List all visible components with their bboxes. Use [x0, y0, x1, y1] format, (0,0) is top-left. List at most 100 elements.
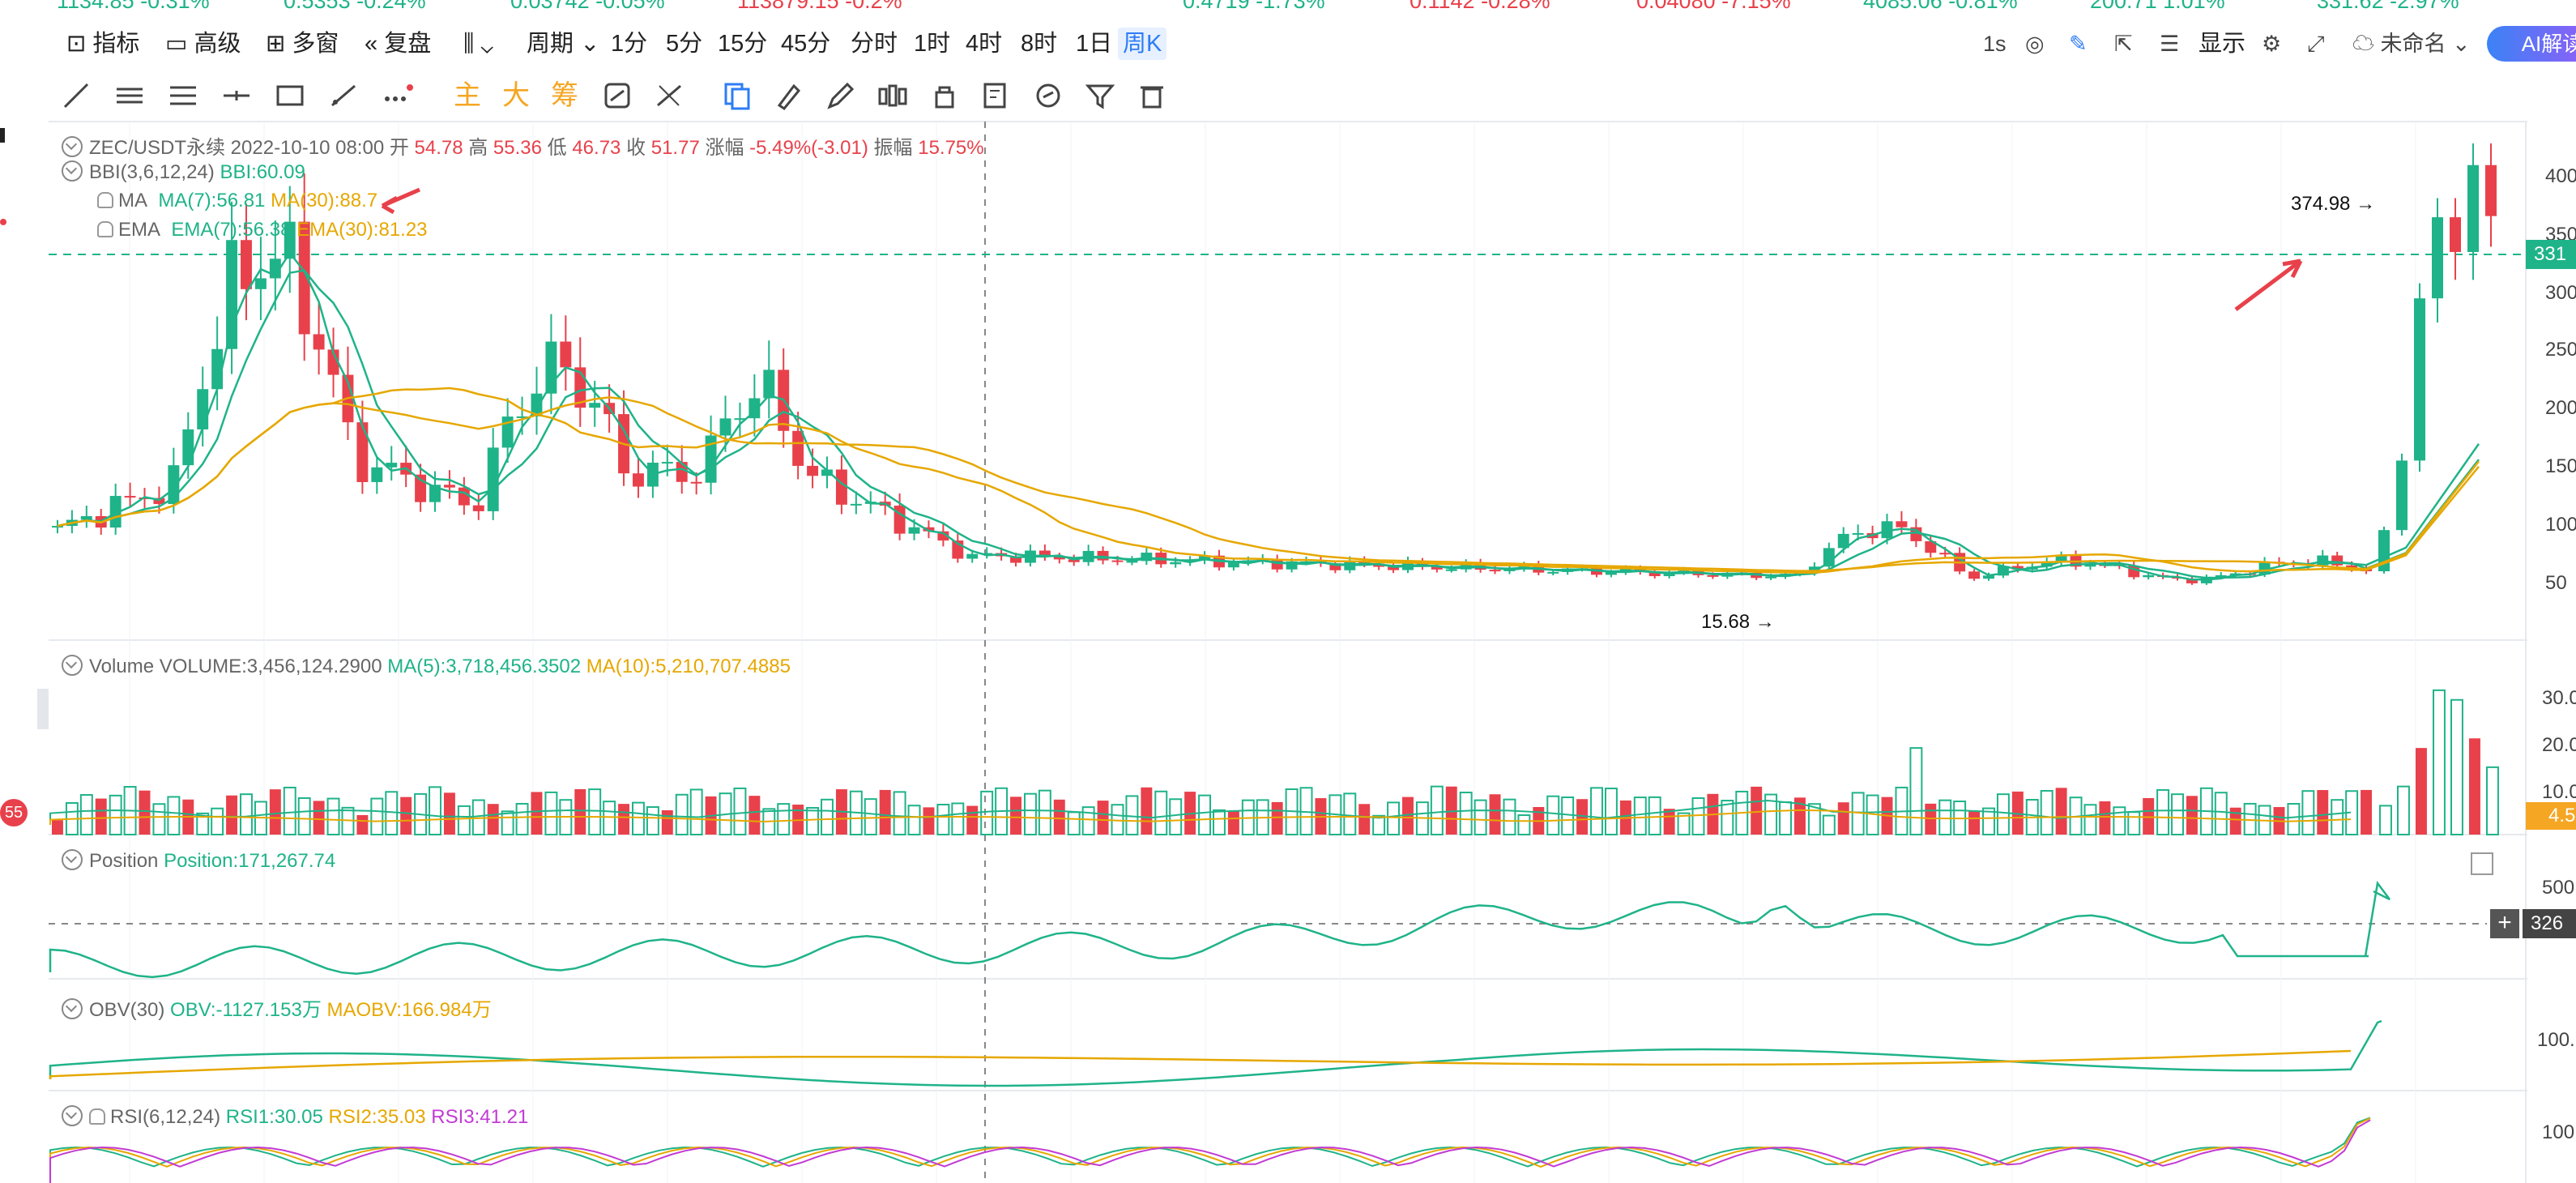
collapse-icon[interactable]: [62, 160, 83, 182]
volume-bar: [1677, 812, 1691, 836]
interval-9[interactable]: 周K: [1118, 28, 1167, 60]
interval-6[interactable]: 4时: [966, 31, 1003, 57]
candle-body: [1170, 562, 1182, 565]
ticker-item[interactable]: 331.62 -2.97%: [2317, 0, 2459, 13]
volume-bar: [196, 812, 210, 835]
copy-icon[interactable]: [721, 79, 753, 112]
ma-legend: MA MA(7):56.81 MA(30):88.7: [97, 190, 377, 212]
interval-8[interactable]: 1日: [1076, 31, 1113, 57]
brush-icon[interactable]: [773, 79, 805, 112]
hide-drawings-icon[interactable]: [653, 79, 685, 112]
interval-2[interactable]: 15分: [718, 31, 768, 57]
measure-icon[interactable]: [327, 79, 360, 112]
ai-analysis-button[interactable]: AI解读: [2487, 26, 2576, 62]
filter-icon[interactable]: [1084, 79, 1116, 112]
interval-4[interactable]: 分时: [851, 31, 898, 57]
volume-bar: [1633, 796, 1647, 836]
replay-button[interactable]: « 复盘: [365, 31, 432, 57]
bell-icon[interactable]: [97, 221, 113, 237]
window-icon: ▭: [165, 31, 194, 57]
cloud-save-button[interactable]: ☁ 未命名 ⌄: [2352, 32, 2471, 56]
settings-list-icon[interactable]: ☰: [2160, 32, 2180, 56]
lock-icon[interactable]: [928, 79, 961, 112]
candle-body: [2011, 566, 2024, 570]
ticker-item[interactable]: 1134.85 -0.31%: [57, 0, 210, 13]
interval-3[interactable]: 45分: [781, 31, 831, 57]
volume-bar: [2433, 689, 2446, 835]
ema-legend: EMA EMA(7):56.38 EMA(30):81.23: [97, 219, 428, 241]
multi-window-button[interactable]: ⊞ 多窗: [266, 31, 339, 57]
volume-bar: [2229, 807, 2241, 835]
collapse-icon[interactable]: [62, 655, 83, 676]
camera-icon[interactable]: ◎: [2025, 32, 2045, 56]
volume-bar: [1372, 814, 1386, 836]
horizontal-line-icon[interactable]: [220, 79, 253, 112]
edit-note-icon[interactable]: [980, 79, 1013, 112]
bell-icon[interactable]: [97, 192, 113, 208]
magnet-icon[interactable]: [601, 79, 633, 112]
position-tag: 326: [2523, 909, 2576, 938]
collapse-icon[interactable]: [62, 136, 83, 157]
collapse-handle[interactable]: [37, 689, 49, 729]
fib-lines-icon[interactable]: [167, 79, 199, 112]
pen-icon[interactable]: ✎: [2069, 32, 2088, 56]
advanced-button[interactable]: ▭ 高级: [165, 31, 241, 57]
rectangle-icon[interactable]: [274, 79, 306, 112]
candlestick-icon: ⫼ ⌄: [463, 31, 494, 57]
volume-bar: [1010, 796, 1021, 835]
interval-5[interactable]: 1时: [914, 31, 951, 57]
chips-toggle[interactable]: 筹: [551, 80, 578, 111]
parallel-lines-icon[interactable]: [113, 79, 146, 112]
ticker-item[interactable]: 0.03742 -0.05%: [510, 0, 665, 13]
ticker-item[interactable]: 0.5353 -0.24%: [284, 0, 426, 13]
interval-0[interactable]: 1分: [611, 31, 648, 57]
candle-body: [1445, 569, 1457, 571]
add-crosshair-button[interactable]: +: [2490, 909, 2519, 938]
candle-body: [52, 526, 63, 528]
candle-body: [937, 531, 949, 541]
ticker-item[interactable]: 200.71 1.01%: [2090, 0, 2225, 13]
volume-bar: [1154, 790, 1168, 836]
expand-icon[interactable]: [2471, 852, 2493, 875]
indicators-button[interactable]: ⊡ 指标: [66, 31, 140, 57]
ticker-item[interactable]: 0.04080 -7.15%: [1636, 0, 1791, 13]
candle-body: [371, 467, 383, 482]
gear-icon[interactable]: ⚙: [2262, 32, 2282, 56]
ticker-item[interactable]: 0.4719 -1.73%: [1183, 0, 1325, 13]
ticker-item[interactable]: 113879.15 -0.2%: [737, 0, 902, 13]
ticker-item[interactable]: 0.1142 -0.28%: [1410, 0, 1550, 13]
link-icon[interactable]: [1032, 79, 1064, 112]
collapse-icon[interactable]: [62, 998, 83, 1019]
share-icon[interactable]: ⇱: [2114, 32, 2133, 56]
volume-bar: [52, 820, 63, 835]
interval-7[interactable]: 8时: [1021, 31, 1058, 57]
candle-body: [1707, 574, 1719, 577]
candle-body: [1896, 521, 1908, 527]
volume-bar: [618, 804, 629, 835]
refresh-rate[interactable]: 1s: [1983, 32, 2007, 56]
collapse-icon[interactable]: [62, 849, 83, 870]
ticker-item[interactable]: 4085.06 -0.81%: [1863, 0, 2018, 13]
pattern-icon[interactable]: [876, 79, 909, 112]
trash-icon[interactable]: [1136, 79, 1168, 112]
trend-line-icon[interactable]: [60, 79, 92, 112]
big-order-toggle[interactable]: 大: [502, 80, 530, 111]
main-chart-toggle[interactable]: 主: [454, 80, 481, 111]
drawing-toolbar: 主 大 筹: [49, 75, 1183, 118]
fullscreen-icon[interactable]: ⤢: [2307, 32, 2325, 56]
period-button[interactable]: 周期 ⌄: [527, 31, 600, 57]
chart-type-button[interactable]: ⫼ ⌄: [463, 28, 493, 60]
candle-body: [719, 418, 731, 436]
candle-body: [1968, 571, 1981, 579]
volume-bar: [2379, 805, 2392, 835]
interval-1[interactable]: 5分: [666, 31, 703, 57]
candle-body: [472, 505, 484, 511]
volume-bar: [646, 806, 659, 835]
collapse-icon[interactable]: [62, 1105, 83, 1126]
display-button[interactable]: 显示: [2199, 31, 2246, 57]
candle-body: [284, 221, 296, 259]
more-icon[interactable]: [381, 79, 413, 112]
pencil-icon[interactable]: [825, 79, 857, 112]
bell-icon[interactable]: [89, 1108, 105, 1125]
